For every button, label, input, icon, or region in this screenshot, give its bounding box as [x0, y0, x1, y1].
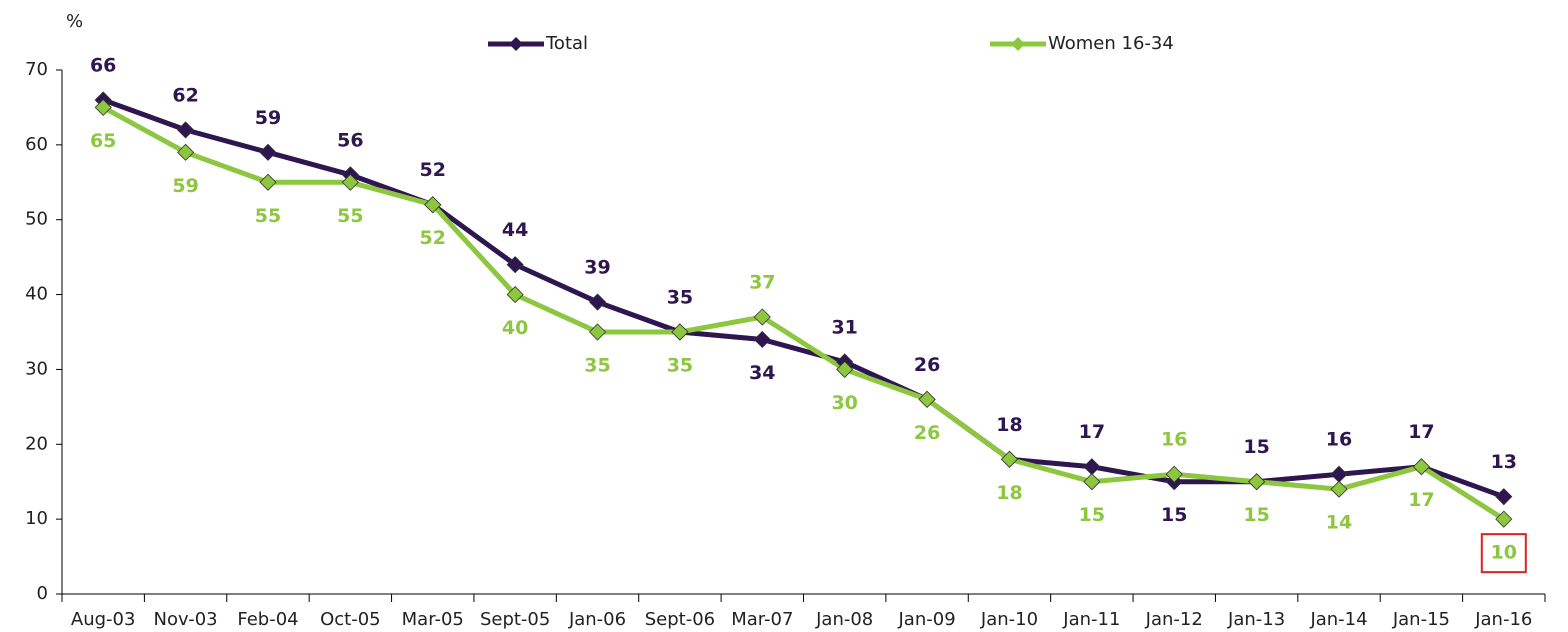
data-label: 34: [749, 362, 775, 384]
legend-marker: [1011, 37, 1025, 51]
data-label: 55: [337, 205, 363, 227]
marker: [753, 308, 771, 326]
data-label: 62: [172, 84, 198, 106]
data-label: 26: [914, 422, 940, 444]
data-label: 59: [255, 107, 281, 129]
y-tick-label: 70: [25, 59, 48, 80]
y-axis-label: %: [66, 11, 83, 32]
highlight-box: [1480, 533, 1527, 574]
marker: [1165, 465, 1183, 483]
data-label: 17: [1079, 421, 1105, 443]
y-tick-label: 50: [25, 209, 48, 230]
marker: [918, 390, 936, 408]
data-label: 16: [1161, 429, 1187, 451]
marker: [836, 360, 854, 378]
data-label: 37: [749, 272, 775, 294]
data-label: 17: [1408, 489, 1434, 511]
marker: [671, 323, 689, 341]
data-label: 35: [584, 355, 610, 377]
data-label: 17: [1408, 421, 1434, 443]
marker: [1495, 510, 1513, 528]
data-label: 44: [502, 219, 528, 241]
legend-label: Total: [545, 33, 588, 54]
series-line: [101, 105, 1506, 522]
marker: [259, 173, 277, 191]
marker: [1330, 480, 1348, 498]
legend-label: Women 16-34: [1048, 33, 1174, 54]
legend-marker: [509, 37, 523, 51]
y-tick-label: 30: [25, 358, 48, 379]
x-tick-label: Feb-04: [237, 609, 298, 630]
data-label: 31: [831, 316, 857, 338]
x-tick-label: Jan-16: [1474, 609, 1532, 630]
data-label: 40: [502, 317, 528, 339]
data-label: 52: [420, 227, 446, 249]
x-tick-label: Mar-05: [402, 609, 464, 630]
marker: [1083, 458, 1101, 476]
data-label: 18: [996, 482, 1022, 504]
data-label: 15: [1161, 504, 1187, 526]
data-label: 39: [584, 257, 610, 279]
x-tick-label: Jan-13: [1227, 609, 1285, 630]
x-tick-label: Oct-05: [320, 609, 381, 630]
data-label: 16: [1326, 429, 1352, 451]
y-tick-label: 0: [37, 583, 48, 604]
data-label: 13: [1491, 451, 1517, 473]
data-label: 56: [337, 129, 363, 151]
marker: [1495, 488, 1513, 506]
x-tick-label: Sept-05: [480, 609, 550, 630]
data-label: 35: [667, 355, 693, 377]
x-tick-label: Jan-06: [568, 609, 626, 630]
marker: [177, 143, 195, 161]
marker: [94, 98, 112, 116]
data-label: 15: [1079, 504, 1105, 526]
x-tick-label: Jan-08: [815, 609, 873, 630]
marker: [1412, 458, 1430, 476]
y-tick-label: 20: [25, 433, 48, 454]
marker: [1000, 450, 1019, 468]
data-label: 18: [996, 414, 1022, 436]
x-tick-label: Jan-09: [898, 609, 956, 630]
marker: [506, 286, 524, 304]
x-tick-label: Jan-15: [1392, 609, 1450, 630]
data-label: 65: [90, 130, 116, 152]
y-tick-label: 10: [25, 508, 48, 529]
data-label: 10: [1491, 542, 1517, 564]
data-label: 66: [90, 54, 116, 76]
marker: [1083, 473, 1101, 491]
marker: [753, 330, 771, 349]
data-label: 55: [255, 205, 281, 227]
marker: [177, 121, 195, 139]
x-tick-label: Aug-03: [71, 609, 136, 630]
data-label: 52: [420, 159, 446, 181]
data-label: 15: [1243, 504, 1269, 526]
x-tick-label: Sept-06: [645, 609, 715, 630]
data-label: 35: [667, 287, 693, 309]
marker: [341, 173, 359, 191]
marker: [588, 293, 607, 311]
marker: [1248, 473, 1266, 491]
marker: [424, 196, 442, 214]
x-tick-label: Jan-10: [980, 609, 1038, 630]
marker: [1330, 465, 1348, 483]
x-tick-label: Nov-03: [154, 609, 218, 630]
data-label: 26: [914, 354, 940, 376]
marker: [259, 143, 277, 161]
data-label: 15: [1243, 436, 1269, 458]
data-label: 14: [1326, 512, 1352, 534]
y-tick-label: 40: [25, 284, 48, 305]
series-line: [102, 97, 1505, 500]
x-tick-label: Jan-11: [1062, 609, 1120, 630]
y-tick-label: 60: [25, 134, 48, 155]
marker: [506, 256, 524, 274]
data-label: 59: [172, 175, 198, 197]
x-tick-label: Jan-12: [1145, 609, 1203, 630]
marker: [588, 323, 607, 341]
x-tick-label: Mar-07: [731, 609, 793, 630]
x-tick-label: Jan-14: [1309, 609, 1367, 630]
data-label: 30: [831, 392, 857, 414]
